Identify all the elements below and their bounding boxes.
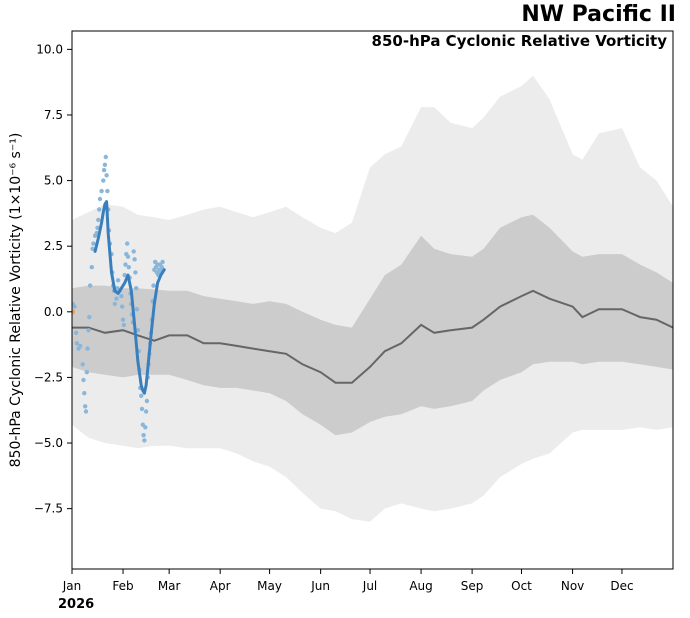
y-tick-label: −2.5 — [34, 370, 63, 384]
x-tick-label: Feb — [112, 579, 133, 593]
plot-frame — [71, 30, 674, 570]
y-axis-label: 850-hPa Cyclonic Relative Vorticity (1×1… — [8, 133, 24, 468]
forecast-member-point — [143, 425, 148, 430]
x-tick-label: Jul — [362, 579, 377, 593]
forecast-member-point — [139, 393, 144, 398]
forecast-member-point — [121, 322, 127, 328]
forecast-member-point — [87, 314, 92, 320]
forecast-member-point — [80, 362, 85, 367]
forecast-member-point — [97, 196, 103, 202]
forecast-member-point — [112, 301, 118, 307]
x-tick-label: Apr — [210, 579, 231, 593]
forecast-member-point — [99, 188, 104, 194]
y-tick-label: 0.0 — [44, 305, 63, 319]
forecast-member-point — [82, 391, 87, 396]
forecast-member-point — [125, 241, 130, 246]
x-tick-label: Aug — [409, 579, 432, 593]
forecast-member-point — [160, 259, 165, 265]
x-tick-label: Sep — [461, 579, 484, 593]
forecast-member-point — [104, 173, 109, 178]
forecast-member-point — [120, 304, 125, 309]
forecast-member-point — [86, 328, 91, 333]
x-tick-label: Mar — [158, 579, 181, 593]
observed-point — [72, 309, 75, 315]
x-tick-label: Nov — [561, 579, 584, 593]
y-tick-label: 5.0 — [44, 174, 63, 188]
forecast-member-point — [101, 167, 107, 173]
forecast-member-point — [126, 265, 131, 270]
forecast-member-point — [122, 272, 127, 278]
forecast-member-point — [90, 246, 95, 251]
forecast-member-point — [132, 257, 137, 262]
forecast-member-point — [83, 409, 89, 414]
forecast-member-point — [87, 283, 93, 288]
y-tick-label: 10.0 — [36, 42, 63, 56]
forecast-member-point — [119, 293, 124, 299]
forecast-member-point — [72, 304, 77, 309]
forecast-member-point — [105, 188, 110, 194]
forecast-member-point — [83, 404, 88, 409]
forecast-member-point — [115, 278, 121, 283]
x-tick-label: Oct — [511, 579, 532, 593]
forecast-member-point — [135, 328, 141, 333]
forecast-member-point — [141, 433, 146, 438]
forecast-member-point — [114, 296, 119, 301]
forecast-member-point — [74, 341, 80, 346]
region-title: NW Pacific II — [521, 2, 676, 27]
observed-points — [72, 309, 75, 315]
x-tick-label: Dec — [610, 579, 633, 593]
x-tick-label: Jan — [62, 579, 82, 593]
forecast-member-point — [143, 409, 149, 414]
y-axis: −7.5 −5.0 −2.5 0.0 2.5 5.0 7.5 10.0 — [34, 42, 72, 516]
year-label: 2026 — [58, 597, 95, 612]
forecast-member-point — [102, 162, 108, 167]
y-tick-label: −5.0 — [34, 436, 63, 450]
forecast-member-point — [123, 262, 128, 267]
forecast-member-point — [134, 307, 140, 312]
forecast-member-point — [120, 317, 126, 322]
y-tick-label: −7.5 — [34, 502, 63, 516]
forecast-member-point — [91, 241, 96, 246]
forecast-member-point — [144, 398, 150, 404]
forecast-member-point — [81, 377, 86, 383]
forecast-member-point — [103, 154, 109, 160]
y-tick-label: 7.5 — [44, 108, 63, 122]
forecast-member-point — [133, 270, 138, 275]
forecast-member-point — [142, 438, 147, 443]
forecast-member-point — [78, 343, 83, 349]
forecast-member-point — [95, 225, 100, 230]
forecast-member-point — [139, 406, 145, 412]
forecast-member-point — [101, 178, 106, 183]
x-tick-label: May — [257, 579, 282, 593]
forecast-member-point — [89, 265, 95, 270]
climatology-inner-band — [72, 214, 673, 436]
y-tick-label: 2.5 — [44, 239, 63, 253]
chart-title: 850-hPa Cyclonic Relative Vorticity — [371, 32, 667, 50]
x-axis: Jan Feb Mar Apr May Jun Jul Aug Sep Oct Nov Dec — [62, 569, 634, 593]
forecast-member-point — [96, 217, 101, 223]
forecast-member-point — [84, 370, 90, 375]
x-tick-label: Jun — [310, 579, 330, 593]
forecast-member-point — [73, 330, 79, 335]
forecast-mean-line — [93, 200, 166, 395]
forecast-member-point — [97, 207, 102, 212]
climatology-mean-line — [72, 289, 673, 384]
forecast-member-point — [85, 346, 90, 351]
forecast-member-point — [151, 283, 156, 288]
forecast-member-point — [131, 249, 136, 254]
forecast-member-point — [134, 286, 139, 291]
forecast-member-point — [125, 254, 131, 259]
